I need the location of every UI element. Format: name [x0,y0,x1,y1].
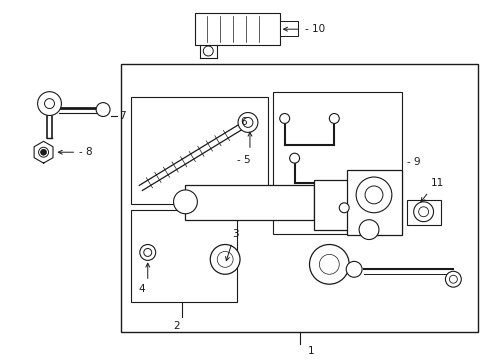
Circle shape [339,203,348,213]
Bar [131,210,237,302]
Text: 3: 3 [232,229,238,239]
Circle shape [238,113,257,132]
Text: - 9: - 9 [406,157,420,167]
Text: 2: 2 [173,321,180,331]
Text: - 10: - 10 [304,24,324,34]
Circle shape [96,103,110,117]
Circle shape [309,244,348,284]
Bar [314,180,358,230]
Bar [121,64,477,332]
Text: 1: 1 [307,346,313,356]
Circle shape [217,251,233,267]
Text: 4: 4 [138,284,145,294]
Bar [346,170,401,235]
Circle shape [355,177,391,213]
Bar [195,13,279,45]
Circle shape [289,153,299,163]
Circle shape [143,248,151,256]
Bar [131,96,267,204]
Circle shape [173,190,197,214]
Text: 11: 11 [429,178,443,188]
Circle shape [210,244,240,274]
Text: - 5: - 5 [237,155,250,165]
Text: 6: 6 [240,117,247,127]
Text: 7: 7 [119,111,125,121]
Circle shape [358,220,378,239]
Circle shape [41,149,46,155]
Circle shape [346,261,361,277]
Circle shape [243,117,252,127]
Circle shape [38,92,61,116]
Circle shape [39,147,48,157]
Circle shape [203,46,213,56]
Circle shape [328,113,339,123]
Circle shape [319,255,339,274]
Circle shape [44,99,54,109]
Circle shape [445,271,460,287]
Bar [185,185,314,220]
Text: - 8: - 8 [79,147,93,157]
Circle shape [413,202,433,222]
Circle shape [365,186,382,204]
Circle shape [448,275,456,283]
Circle shape [140,244,155,260]
Circle shape [279,113,289,123]
Bar [279,21,297,36]
Bar [406,200,441,225]
Circle shape [418,207,427,217]
Bar [272,92,401,234]
